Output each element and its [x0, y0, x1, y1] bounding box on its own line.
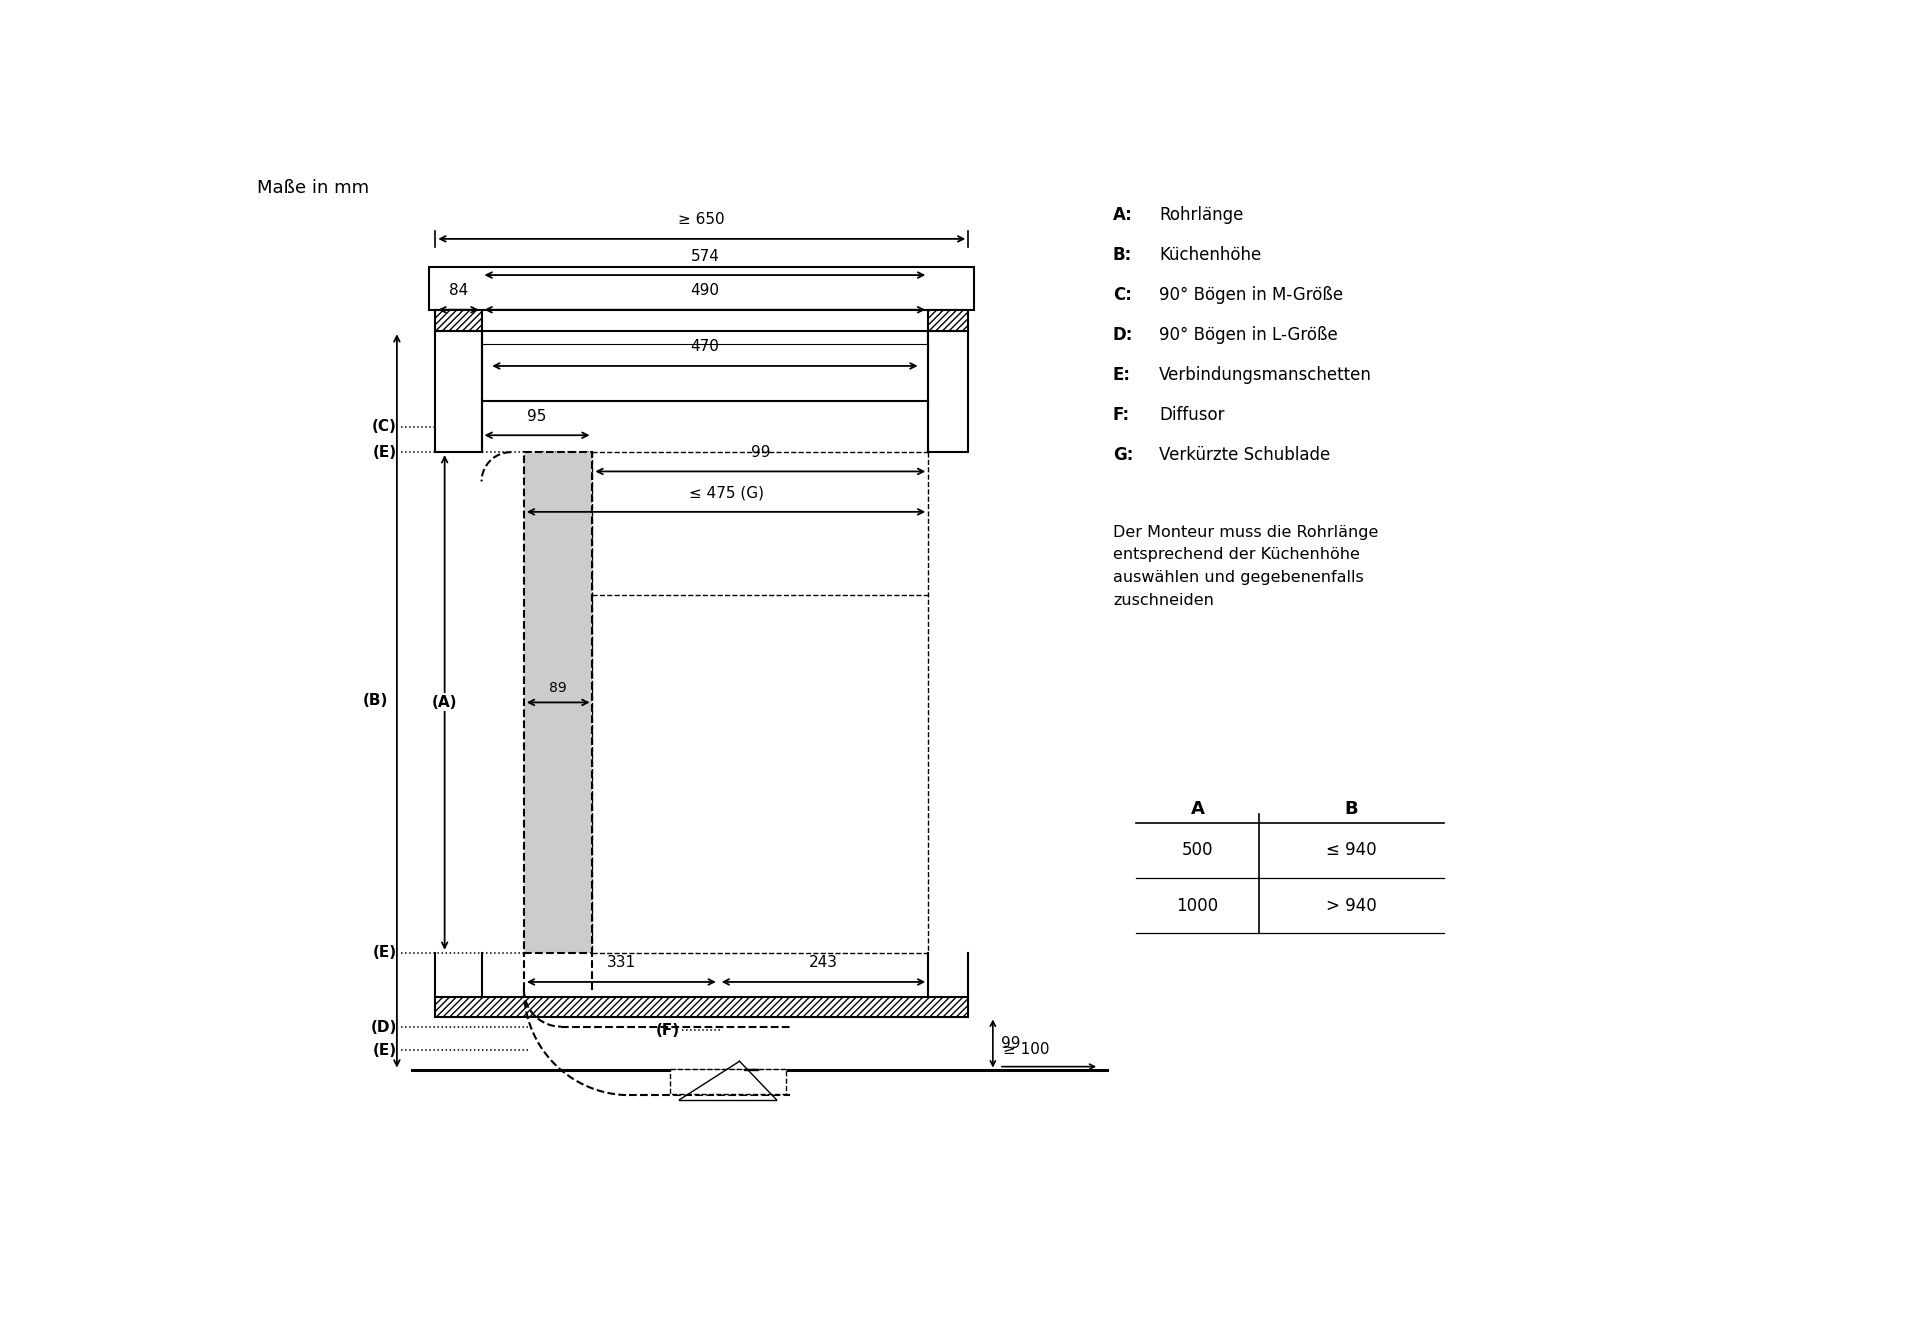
Bar: [671, 1069, 785, 1093]
Text: (C): (C): [371, 419, 396, 435]
Bar: [429, 267, 973, 309]
Text: (A): (A): [432, 695, 457, 710]
Text: Maße in mm: Maße in mm: [257, 179, 370, 196]
Text: G:: G:: [1113, 446, 1133, 464]
Text: 99: 99: [1000, 1036, 1019, 1051]
Text: 99: 99: [751, 445, 770, 460]
Text: Diffusor: Diffusor: [1158, 406, 1225, 424]
Text: 90° Bögen in L-Größe: 90° Bögen in L-Größe: [1158, 325, 1337, 344]
Text: 243: 243: [810, 955, 838, 971]
Text: ≤ 940: ≤ 940: [1326, 842, 1377, 859]
Text: (F): (F): [655, 1023, 680, 1038]
Text: F:: F:: [1113, 406, 1130, 424]
Text: > 940: > 940: [1326, 897, 1377, 915]
Text: 1000: 1000: [1177, 897, 1219, 915]
Text: (B): (B): [362, 693, 387, 709]
Bar: [436, 309, 482, 332]
Text: ≤ 475 (G): ≤ 475 (G): [688, 485, 764, 500]
Text: (E): (E): [373, 946, 396, 960]
Text: Der Monteur muss die Rohrlänge
entsprechend der Küchenhöhe
auswählen und gegeben: Der Monteur muss die Rohrlänge entsprech…: [1113, 524, 1379, 608]
Text: (E): (E): [373, 1043, 396, 1058]
Text: 84: 84: [450, 283, 469, 298]
Text: Rohrlänge: Rohrlänge: [1158, 205, 1244, 224]
Text: Verbindungsmanschetten: Verbindungsmanschetten: [1158, 366, 1372, 385]
Text: C:: C:: [1113, 286, 1132, 304]
Text: 490: 490: [690, 283, 720, 298]
Text: 89: 89: [549, 681, 568, 695]
Text: Verkürzte Schublade: Verkürzte Schublade: [1158, 446, 1330, 464]
Text: ≥ 650: ≥ 650: [678, 212, 726, 228]
Text: 574: 574: [690, 249, 720, 263]
Text: 90° Bögen in M-Größe: 90° Bögen in M-Größe: [1158, 286, 1343, 304]
Text: ≥ 100: ≥ 100: [1002, 1042, 1050, 1058]
Text: (D): (D): [370, 1019, 396, 1035]
Bar: [436, 332, 482, 452]
Text: E:: E:: [1113, 366, 1132, 385]
Text: 470: 470: [690, 340, 720, 354]
Text: A:: A:: [1113, 205, 1133, 224]
Text: 95: 95: [528, 408, 547, 424]
Text: (E): (E): [373, 445, 396, 460]
Bar: [928, 309, 968, 332]
Bar: [928, 332, 968, 452]
Text: Küchenhöhe: Küchenhöhe: [1158, 246, 1261, 263]
Text: 331: 331: [608, 955, 636, 971]
Bar: [745, 1069, 758, 1071]
Text: B:: B:: [1113, 246, 1132, 263]
Text: D:: D:: [1113, 325, 1133, 344]
Text: A: A: [1191, 799, 1204, 818]
Bar: [524, 452, 592, 952]
Text: 500: 500: [1181, 842, 1213, 859]
Text: B: B: [1345, 799, 1358, 818]
Bar: [436, 997, 968, 1017]
